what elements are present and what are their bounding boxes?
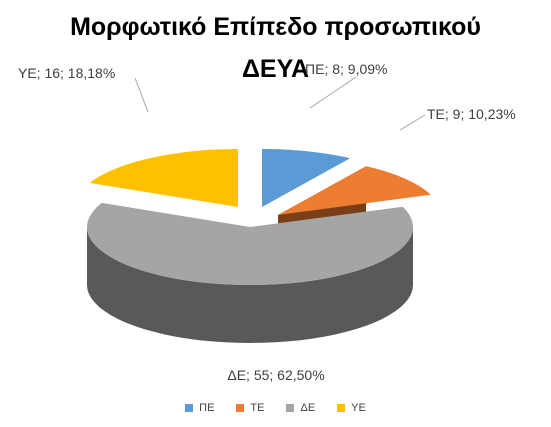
data-labels: ΠΕ; 8; 9,09% ΤΕ; 9; 10,23% ΔΕ; 55; 62,50% Υ… [18, 61, 516, 383]
pie-slice-ΥΕ [89, 149, 238, 207]
data-label-ΥΕ: ΥΕ; 16; 18,18% [18, 65, 115, 81]
leader-lines [134, 76, 426, 131]
chart-title-line-2: ΔΕΥΑ [241, 55, 310, 83]
leader-line-ΠΕ [309, 76, 357, 109]
data-label-ΠΕ: ΠΕ; 8; 9,09% [305, 61, 388, 77]
legend-item-ΥΕ: ΥΕ [337, 402, 366, 414]
chart-legend: ΠΕ ΤΕ ΔΕ ΥΕ [0, 402, 551, 414]
legend-swatch [185, 404, 194, 412]
legend-label: ΥΕ [351, 402, 366, 414]
legend-swatch [337, 404, 346, 412]
legend-item-ΠΕ: ΠΕ [185, 402, 214, 414]
pie-chart: ΠΕ; 8; 9,09% ΤΕ; 9; 10,23% ΔΕ; 55; 62,50% Υ… [18, 61, 516, 383]
data-label-ΔΕ: ΔΕ; 55; 62,50% [227, 367, 324, 383]
slice-top [89, 149, 238, 207]
chart-title: Μορφωτικό Επίπεδο προσωπικού ΔΕΥΑ [0, 6, 551, 90]
legend-swatch [286, 404, 295, 412]
data-label-ΤΕ: ΤΕ; 9; 10,23% [427, 106, 516, 122]
pie-slice-ΠΕ [262, 149, 351, 207]
slice-top [262, 149, 351, 207]
legend-item-ΤΕ: ΤΕ [236, 402, 264, 414]
pie-slices [87, 149, 431, 343]
legend-swatch [236, 404, 245, 412]
legend-item-ΔΕ: ΔΕ [286, 402, 315, 414]
chart-title-line-1: Μορφωτικό Επίπεδο προσωπικού [70, 13, 481, 41]
legend-label: ΔΕ [300, 402, 316, 414]
leader-line-ΤΕ [399, 114, 426, 131]
legend-label: ΤΕ [250, 402, 265, 414]
slice-top [87, 202, 413, 285]
leader-line-ΥΕ [134, 77, 149, 113]
legend-label: ΠΕ [199, 402, 215, 414]
slice-top [278, 166, 431, 215]
pie-slice-ΔΕ [87, 202, 413, 343]
